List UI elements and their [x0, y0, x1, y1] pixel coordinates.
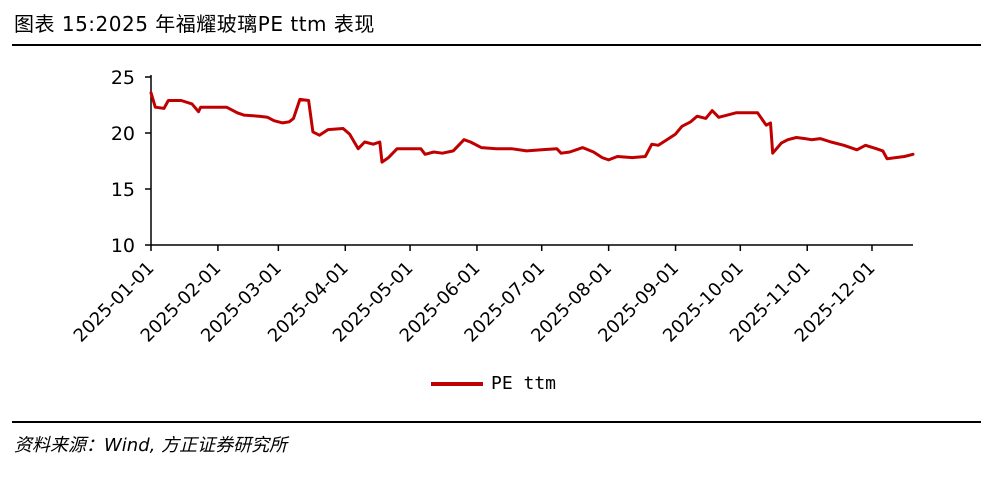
legend-label: PE ttm — [491, 373, 557, 394]
y-tick-label: 10 — [111, 235, 135, 257]
y-tick-label: 15 — [111, 179, 135, 201]
y-tick-label: 25 — [111, 67, 135, 89]
legend-swatch — [431, 381, 483, 386]
legend: PE ttm — [431, 373, 556, 394]
y-tick-label: 20 — [111, 123, 135, 145]
chart-title: 图表 15:2025 年福耀玻璃PE ttm 表现 — [14, 12, 375, 36]
series-line-pe-ttm — [149, 91, 915, 164]
source-note: 资料来源：Wind, 方正证券研究所 — [14, 435, 288, 456]
title-rule — [12, 44, 981, 46]
source-rule — [12, 421, 981, 423]
